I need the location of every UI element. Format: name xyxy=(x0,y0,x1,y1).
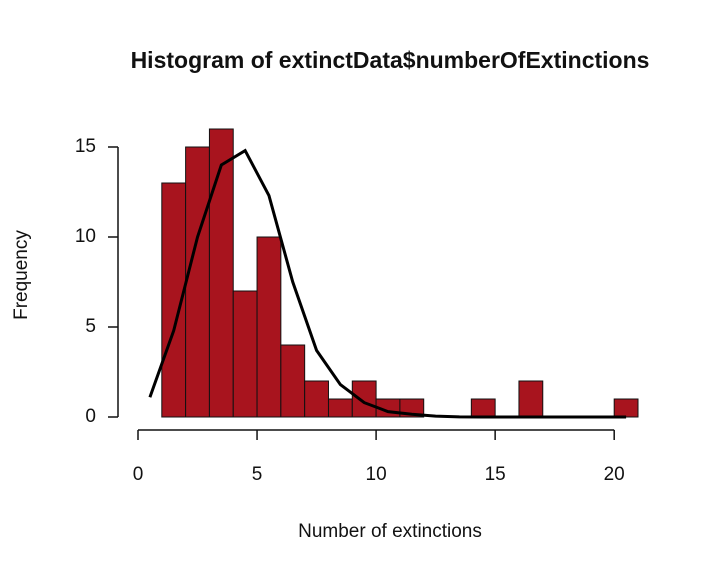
y-tick-label: 0 xyxy=(85,406,96,427)
x-tick-label: 0 xyxy=(133,464,144,485)
bar xyxy=(232,290,258,418)
y-tick-label: 15 xyxy=(75,136,96,157)
bar xyxy=(351,380,377,418)
x-tick-label: 20 xyxy=(604,464,625,485)
x-tick-label: 10 xyxy=(366,464,387,485)
bar xyxy=(304,380,329,418)
bar xyxy=(185,146,210,418)
bar xyxy=(518,380,544,418)
y-tick-label: 5 xyxy=(85,316,96,337)
bar xyxy=(208,128,234,418)
x-tick-label: 5 xyxy=(252,464,263,485)
density-curve xyxy=(148,148,627,419)
bar xyxy=(613,398,639,418)
chart-title: Histogram of extinctData$numberOfExtinct… xyxy=(131,47,650,73)
y-tick-label: 10 xyxy=(75,226,96,247)
bar xyxy=(280,344,306,418)
x-axis-label: Number of extinctions xyxy=(298,521,482,542)
y-axis-label: Frequency xyxy=(11,230,32,320)
bar xyxy=(256,236,282,418)
bar xyxy=(470,398,496,418)
bar xyxy=(327,398,353,418)
x-tick-label: 15 xyxy=(485,464,506,485)
